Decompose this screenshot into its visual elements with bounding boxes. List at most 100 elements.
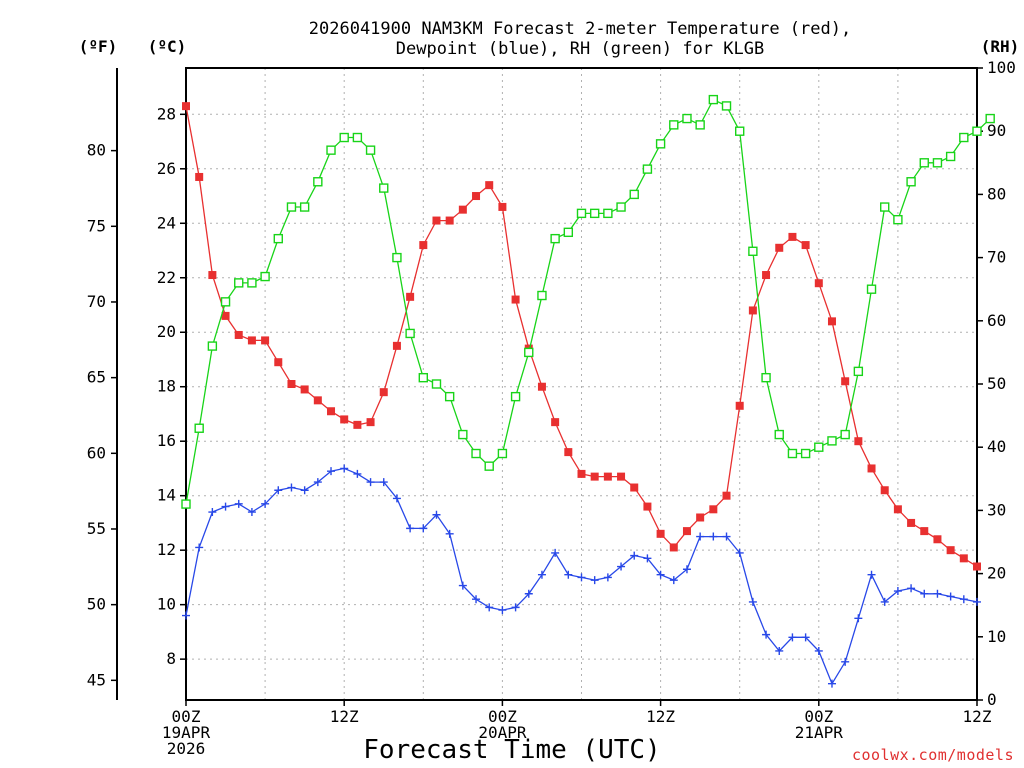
dewpoint-point	[511, 603, 520, 612]
2-meter-temperature-point	[195, 172, 204, 181]
2-meter-temperature-point	[208, 271, 217, 280]
rh-tick-label: 30	[987, 500, 1006, 519]
2-meter-temperature-point	[537, 382, 546, 391]
celsius-tick-label: 26	[157, 159, 176, 178]
2-meter-temperature-point	[406, 292, 415, 301]
2-meter-temperature-point	[392, 341, 401, 350]
dewpoint-point	[379, 478, 388, 487]
rh-point	[603, 208, 613, 219]
dewpoint-point	[669, 576, 678, 585]
rh-point	[945, 151, 956, 162]
dewpoint-point	[458, 581, 467, 590]
x-tick-label: 00Z	[488, 707, 517, 726]
dewpoint-point	[498, 606, 507, 615]
dewpoint-point	[392, 494, 401, 503]
fahrenheit-tick-label: 65	[87, 368, 106, 387]
dewpoint-point	[590, 576, 599, 585]
2-meter-temperature-point	[577, 469, 586, 478]
fahrenheit-tick-label: 70	[87, 292, 106, 311]
dewpoint-point	[656, 570, 665, 579]
plot-frame	[185, 67, 978, 701]
dewpoint-point	[432, 510, 441, 519]
dewpoint-point	[551, 548, 560, 557]
dewpoint-point	[696, 532, 705, 541]
dewpoint-point	[735, 548, 744, 557]
dewpoint-point	[195, 543, 204, 552]
dewpoint-point	[419, 524, 428, 533]
rh-point	[510, 391, 521, 402]
2-meter-temperature-point	[867, 464, 876, 473]
2-meter-temperature-point	[261, 336, 270, 345]
chart-title-line-1: 2026041900 NAM3KM Forecast 2-meter Tempe…	[309, 19, 851, 39]
rh-point	[471, 448, 481, 459]
x-tick-label: 20APR	[478, 723, 527, 742]
rh-point	[194, 423, 204, 433]
fahrenheit-tick-label: 50	[87, 595, 106, 614]
rh-point	[972, 126, 982, 136]
rh-point	[827, 436, 837, 446]
2-meter-temperature-point	[748, 306, 757, 315]
2-meter-temperature-point	[353, 420, 362, 429]
rh-point	[444, 391, 455, 402]
rh-unit-label: (RH)	[981, 37, 1020, 56]
celsius-tick-label: 10	[157, 595, 176, 614]
dewpoint-point	[247, 508, 256, 517]
rh-point	[985, 113, 995, 124]
rh-point	[365, 145, 376, 155]
fahrenheit-tick-label: 45	[87, 670, 106, 689]
rh-tick-label: 40	[987, 437, 1006, 456]
2-meter-temperature-point	[419, 241, 428, 250]
2-meter-temperature-point	[920, 527, 929, 536]
dewpoint-point	[300, 486, 309, 495]
2-meter-temperature-point	[182, 102, 190, 111]
rh-tick-label: 60	[987, 311, 1006, 330]
x-tick-label: 12Z	[330, 707, 359, 726]
2-meter-temperature-point	[300, 385, 309, 394]
rh-point	[484, 461, 494, 471]
rh-point	[260, 271, 270, 282]
dewpoint-point	[524, 589, 533, 598]
rh-point	[695, 120, 705, 130]
2-meter-temperature-point	[907, 518, 916, 527]
dewpoint-point	[577, 573, 586, 582]
rh-point	[880, 202, 890, 212]
celsius-tick-label: 12	[157, 540, 176, 559]
2-meter-temperature-point	[340, 415, 349, 424]
2-meter-temperature-point	[682, 527, 691, 536]
dewpoint-point	[327, 467, 336, 476]
2-meter-temperature-point	[722, 491, 731, 500]
2-meter-temperature-point	[814, 279, 823, 288]
dewpoint-point	[537, 570, 546, 579]
rh-point	[537, 290, 547, 301]
rh-point	[497, 448, 508, 459]
x-tick-label: 19APR	[162, 723, 211, 742]
dewpoint-point	[854, 614, 863, 623]
celsius-tick-label: 8	[166, 649, 176, 668]
2-meter-temperature-point	[709, 505, 718, 514]
2-meter-temperature-point	[973, 562, 981, 571]
rh-point	[932, 158, 943, 168]
2-meter-temperature-point	[893, 505, 902, 514]
fahrenheit-unit-label: (ºF)	[79, 37, 118, 56]
rh-point	[840, 429, 850, 440]
rh-point	[589, 208, 600, 219]
rh-point	[774, 429, 784, 440]
2-meter-temperature-point	[287, 380, 296, 388]
2-meter-temperature-point	[247, 336, 256, 345]
rh-point	[866, 284, 877, 294]
x-tick-label: 00Z	[172, 707, 201, 726]
fahrenheit-tick-label: 80	[87, 141, 106, 160]
dewpoint-point	[340, 464, 349, 473]
dewpoint-point	[630, 551, 639, 560]
dewpoint-point	[801, 633, 810, 642]
celsius-tick-label: 28	[157, 104, 176, 123]
2-meter-temperature-point	[775, 243, 784, 252]
rh-point	[313, 177, 323, 187]
dewpoint-point	[617, 562, 626, 571]
credit-link[interactable]: coolwx.com/models	[852, 746, 1014, 764]
dewpoint-point	[722, 532, 731, 541]
axis-ticks: 8 10 12 14 16 18 20 22 24 26 28 45 50 55 60 65 70 75 80 0 10…	[87, 58, 1016, 758]
rh-point	[550, 233, 560, 244]
2-meter-temperature-point	[643, 502, 652, 511]
rh-point	[431, 379, 442, 389]
